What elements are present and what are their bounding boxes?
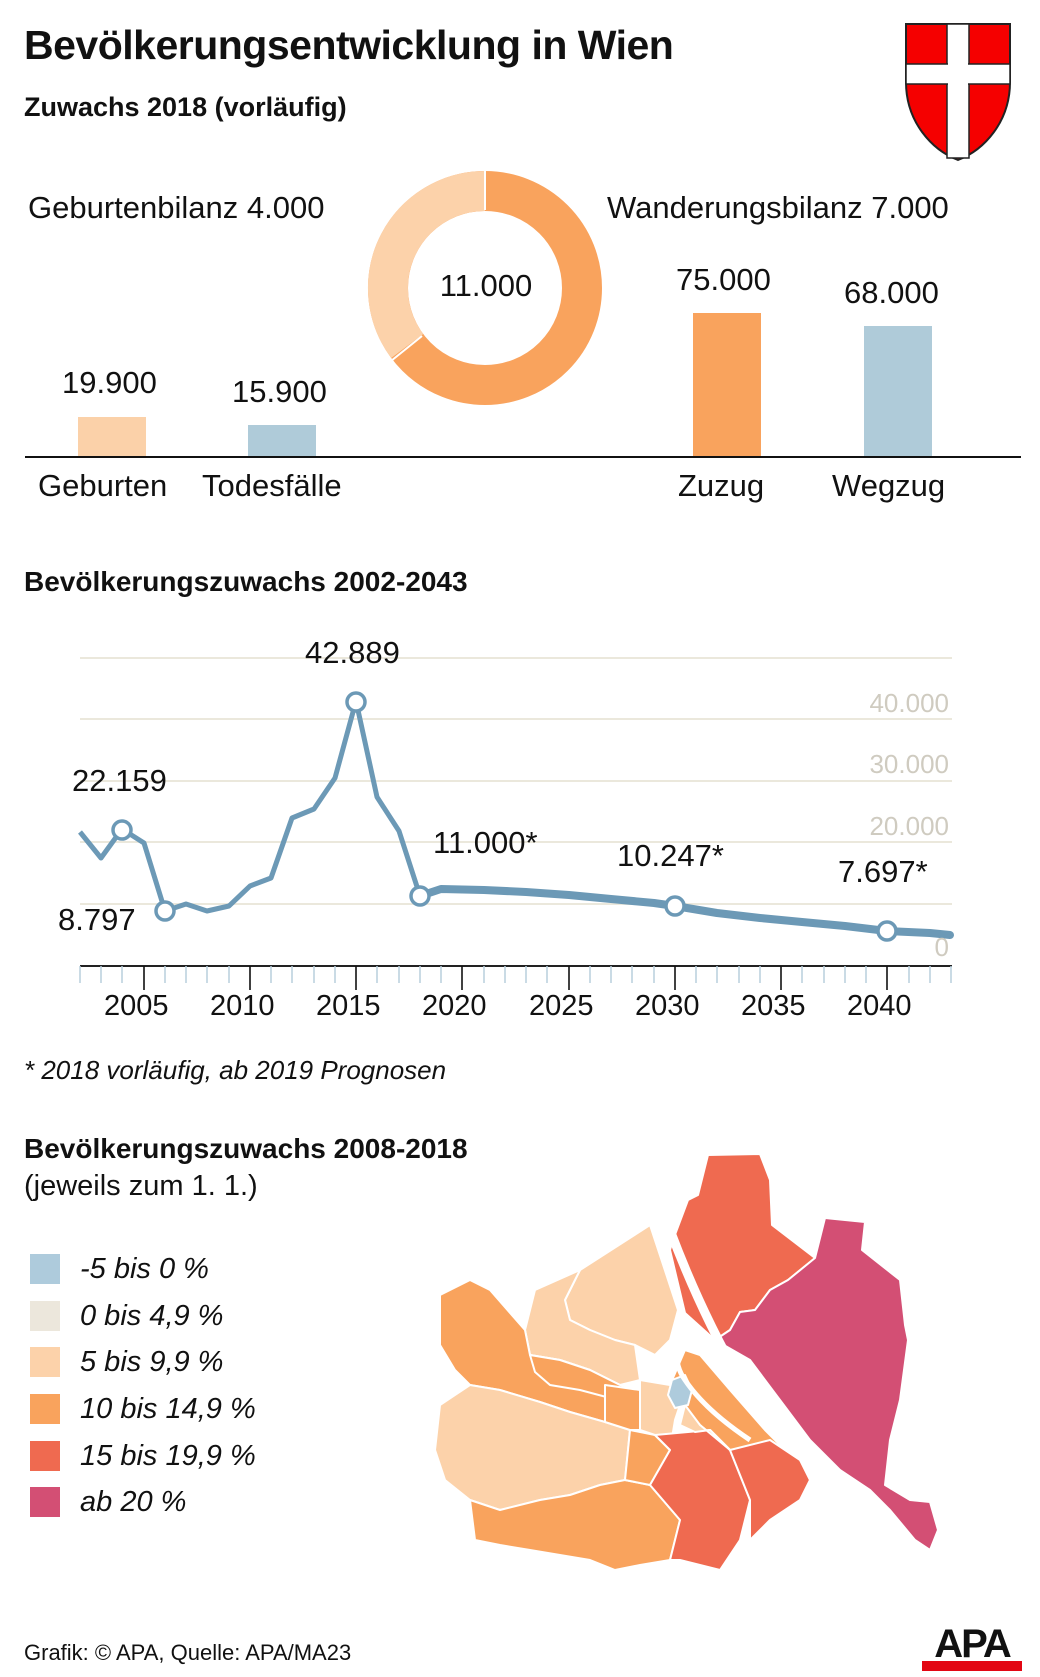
annotation-2015: 42.889 — [305, 635, 400, 670]
line-chart — [78, 657, 954, 990]
bar-value-wegzug: 68.000 — [844, 275, 939, 310]
bar-wegzug — [864, 326, 932, 456]
legend-swatch — [30, 1347, 60, 1377]
x-tick: 2020 — [422, 990, 487, 1022]
legend-swatch — [30, 1254, 60, 1284]
donut-total: 11.000 — [439, 268, 533, 303]
legend-label: ab 20 % — [80, 1485, 187, 1518]
bar-value-zuzug: 75.000 — [676, 262, 771, 297]
bar-value-todesfaelle: 15.900 — [232, 374, 327, 409]
legend-swatch — [30, 1394, 60, 1424]
legend-item: ab 20 % — [30, 1485, 186, 1519]
y-tick-0: 0 — [934, 932, 949, 962]
apa-logo-bar — [922, 1661, 1022, 1671]
legend-swatch — [30, 1487, 60, 1517]
annotation-2006: 8.797 — [58, 902, 136, 937]
annotation-2004: 22.159 — [72, 763, 167, 798]
page-title: Bevölkerungsentwicklung in Wien — [24, 22, 674, 68]
bar-geburten — [78, 417, 146, 456]
bar-label-wegzug: Wegzug — [832, 468, 946, 503]
donut-chart — [367, 170, 602, 405]
legend-item: 0 bis 4,9 % — [30, 1299, 223, 1333]
legend-label: -5 bis 0 % — [80, 1252, 209, 1285]
x-tick: 2025 — [529, 990, 594, 1022]
legend-item: 15 bis 19,9 % — [30, 1439, 256, 1473]
birth-balance-label: Geburtenbilanz 4.000 — [28, 190, 325, 225]
x-tick: 2015 — [316, 990, 381, 1022]
x-axis-labels: 2005 2010 2015 2020 2025 2030 2035 2040 — [104, 990, 984, 1026]
migration-balance-label: Wanderungsbilanz 7.000 — [607, 190, 949, 225]
annotation-2018: 11.000* — [433, 825, 538, 860]
bar-label-geburten: Geburten — [38, 468, 168, 503]
bar-value-geburten: 19.900 — [62, 365, 157, 400]
vienna-district-map — [434, 1153, 939, 1571]
map-title: Bevölkerungszuwachs 2008-2018 — [24, 1133, 468, 1164]
legend-swatch — [30, 1301, 60, 1331]
bar-label-zuzug: Zuzug — [678, 468, 765, 503]
x-tick: 2035 — [741, 990, 806, 1022]
line-chart-title: Bevölkerungszuwachs 2002-2043 — [24, 566, 468, 597]
annotation-2030: 10.247* — [617, 838, 724, 873]
bar-baseline — [25, 456, 1021, 458]
x-tick: 2010 — [210, 990, 275, 1022]
bar-zuzug — [693, 313, 761, 456]
bar-todesfaelle — [248, 425, 316, 456]
y-tick-20000: 20.000 — [869, 811, 949, 841]
legend-label: 10 bis 14,9 % — [80, 1392, 256, 1425]
x-tick: 2030 — [635, 990, 700, 1022]
annotation-2040: 7.697* — [838, 854, 928, 889]
legend-label: 0 bis 4,9 % — [80, 1299, 224, 1332]
gridlines — [80, 657, 952, 905]
apa-logo: APA — [922, 1622, 1022, 1671]
footnote: * 2018 vorläufig, ab 2019 Prognosen — [24, 1055, 447, 1085]
legend-label: 5 bis 9,9 % — [80, 1345, 224, 1378]
legend-swatch — [30, 1441, 60, 1471]
legend-item: 10 bis 14,9 % — [30, 1392, 256, 1426]
y-tick-30000: 30.000 — [869, 749, 949, 779]
footer-credit: Grafik: © APA, Quelle: APA/MA23 — [24, 1640, 352, 1665]
page-subtitle: Zuwachs 2018 (vorläufig) — [24, 92, 347, 122]
x-tick: 2005 — [104, 990, 169, 1022]
bar-label-todesfaelle: Todesfälle — [202, 468, 342, 503]
legend-label: 15 bis 19,9 % — [80, 1439, 256, 1472]
vienna-coat-of-arms-icon — [905, 23, 1011, 162]
legend-item: 5 bis 9,9 % — [30, 1345, 223, 1379]
x-tick: 2040 — [847, 990, 912, 1022]
apa-logo-text: APA — [934, 1622, 1011, 1666]
legend-item: -5 bis 0 % — [30, 1252, 209, 1286]
map-subtitle: (jeweils zum 1. 1.) — [24, 1170, 258, 1202]
y-tick-40000: 40.000 — [869, 688, 949, 718]
